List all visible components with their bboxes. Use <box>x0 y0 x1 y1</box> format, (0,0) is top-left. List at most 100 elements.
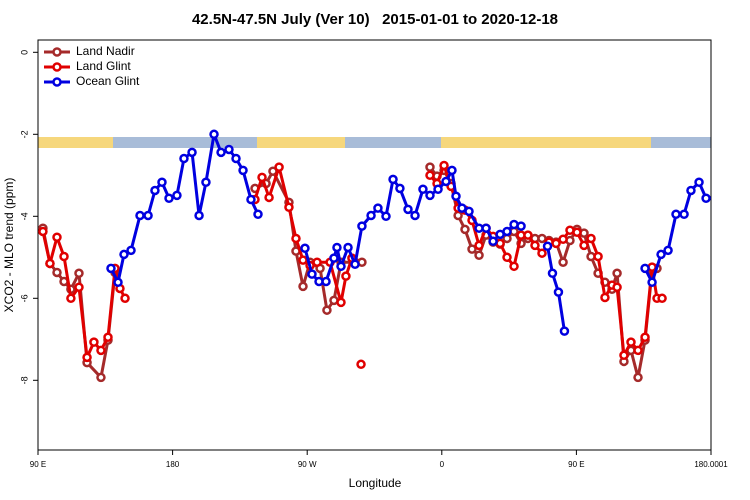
point <box>343 242 353 253</box>
point <box>143 210 153 221</box>
point <box>686 185 696 196</box>
point <box>441 176 451 187</box>
point <box>425 162 435 172</box>
point <box>59 251 69 262</box>
y-axis-label: XCO2 - MLO trend (ppm) <box>2 178 16 313</box>
point <box>530 240 540 251</box>
point <box>216 147 226 158</box>
point <box>307 269 317 279</box>
point <box>350 259 360 270</box>
point <box>502 226 512 237</box>
legend-label: Land Glint <box>76 59 131 73</box>
plot-frame <box>37 39 712 451</box>
point <box>464 206 474 217</box>
point <box>253 209 263 219</box>
point <box>381 211 391 222</box>
point <box>509 261 519 272</box>
x-tick-label: 180 <box>166 460 180 469</box>
point <box>418 184 428 194</box>
point <box>425 190 435 201</box>
point <box>467 244 477 254</box>
point <box>284 202 294 213</box>
map-strip <box>38 137 711 148</box>
point <box>321 276 331 287</box>
point <box>332 242 342 253</box>
point <box>701 193 711 204</box>
point <box>120 293 130 304</box>
point <box>89 337 99 347</box>
point <box>224 144 234 155</box>
point <box>558 257 568 267</box>
point <box>542 241 553 251</box>
point <box>300 243 310 254</box>
point <box>439 160 449 171</box>
point <box>52 232 62 242</box>
point <box>341 271 351 281</box>
point <box>457 203 467 213</box>
point <box>633 372 643 383</box>
chart-title: 42.5N-47.5N July (Ver 10) 2015-01-01 to … <box>192 11 558 28</box>
point <box>106 263 116 274</box>
point <box>238 165 248 176</box>
point <box>187 147 197 158</box>
x-tick-label: 0 <box>440 460 445 469</box>
point <box>403 204 413 215</box>
point <box>619 350 629 361</box>
legend-label: Ocean Glint <box>76 74 140 88</box>
point <box>612 282 622 292</box>
point <box>460 224 470 235</box>
point <box>537 248 547 258</box>
point <box>395 183 405 194</box>
point <box>586 233 596 244</box>
point <box>433 184 443 194</box>
point <box>558 234 568 245</box>
y-tick-label: -2 <box>19 130 29 138</box>
legend-label: Land Nadir <box>76 44 135 58</box>
legend-swatch <box>52 47 62 57</box>
point <box>126 245 136 256</box>
point <box>298 281 308 292</box>
point <box>679 209 689 219</box>
point <box>647 277 657 288</box>
series-line <box>109 132 708 332</box>
point <box>356 359 366 370</box>
point <box>312 257 322 267</box>
point <box>488 236 498 247</box>
point <box>336 261 346 272</box>
point <box>453 210 463 221</box>
point <box>357 221 367 231</box>
point <box>150 185 160 196</box>
point <box>209 129 219 140</box>
point <box>547 268 558 279</box>
x-tick-label: 180.0001 <box>694 460 728 469</box>
point <box>38 226 48 237</box>
point <box>113 277 123 288</box>
point <box>157 177 167 188</box>
point <box>388 174 398 185</box>
point <box>274 162 284 172</box>
point <box>474 250 484 260</box>
point <box>656 249 666 260</box>
point <box>502 252 512 263</box>
point <box>572 227 582 238</box>
point <box>523 230 533 240</box>
x-tick-label: 90 E <box>568 460 584 469</box>
y-tick-label: 0 <box>19 50 29 55</box>
point <box>663 245 673 256</box>
point <box>366 210 376 221</box>
point <box>640 263 650 274</box>
point <box>626 337 636 347</box>
point <box>671 209 681 219</box>
point <box>694 177 704 188</box>
point <box>322 305 332 315</box>
x-tick-label: 90 W <box>298 460 317 469</box>
point <box>291 233 301 244</box>
point <box>246 194 256 205</box>
point <box>119 249 129 260</box>
point <box>194 210 204 221</box>
legend-swatch <box>52 62 62 72</box>
point <box>551 238 561 249</box>
point <box>410 210 420 221</box>
point <box>447 165 457 176</box>
